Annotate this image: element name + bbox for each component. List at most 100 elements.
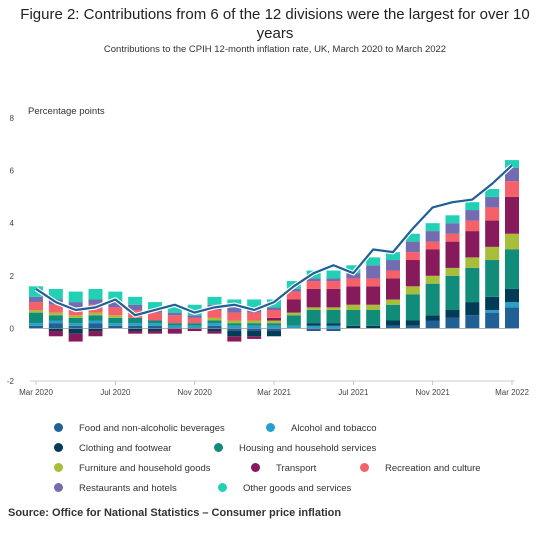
bar-segment [88,288,103,300]
legend-item-furniture[interactable]: Furniture and household goods [54,463,211,474]
bar-segment [29,325,43,329]
legend-swatch-other [218,483,227,492]
bar-segment [267,307,281,310]
bar-segment [29,312,43,324]
bar-segment [48,323,63,329]
legend-item-clothing[interactable]: Clothing and footwear [54,443,171,454]
bar-segment [29,296,43,303]
legend-swatch-alcohol [266,423,275,432]
legend-swatch-transport [251,463,260,472]
bar-segment [247,299,262,308]
x-tick-label: Nov 2020 [178,388,213,397]
bar-segment [386,299,400,305]
bar-segment [207,325,222,329]
bar-segment [48,315,63,321]
y-tick-label: -2 [7,377,15,386]
legend-item-transport[interactable]: Transport [251,463,316,474]
bar-segment [505,181,519,197]
bar-segment [306,328,321,332]
bar-segment [505,233,519,250]
bar-segment [267,320,281,324]
bar-segment [167,312,182,316]
bar-segment [465,302,480,316]
bar-segment [267,323,281,326]
bar-segment [445,275,460,310]
bar-segment [386,270,400,279]
chart-subtitle: Contributions to the CPIH 12-month infla… [103,44,447,55]
bar-segment [326,307,341,310]
legend-item-housing[interactable]: Housing and household services [214,443,376,454]
bar-segment [207,323,222,326]
bar-segment [148,325,162,329]
bar-segment [167,315,182,324]
bar-segment [88,328,103,332]
bar-segment [29,309,43,313]
bar-segment [465,202,480,211]
total-line-halo [34,163,514,318]
bar-segment [425,283,440,316]
bar-segment [326,328,341,332]
bar-segment [68,315,83,318]
bar-segment [227,312,242,321]
bar-segment [148,323,162,326]
y-tick-label: 6 [10,167,15,176]
bar-segment [405,260,420,287]
bar-segment [68,291,83,303]
legend-item-restaurants[interactable]: Restaurants and hotels [54,483,177,494]
bar-segment [346,309,361,326]
bar-segment [108,307,123,316]
bar-segment [425,223,440,232]
bar-segment [29,302,43,310]
bar-segment [386,304,400,321]
bar-segment [207,317,222,321]
bar-segment [48,320,63,324]
legend-swatch-housing [214,443,223,452]
bar-segment [445,223,460,234]
bar-segment [128,317,143,324]
legend-swatch-recreation [360,463,369,472]
bar-segment [88,320,103,324]
bar-segment [405,286,420,295]
bar-segment [207,296,222,305]
bar-segment [465,315,480,329]
bar-segment [326,288,341,308]
bar-segment [207,320,222,324]
total-line [35,164,513,317]
legend-item-food[interactable]: Food and non-alcoholic beverages [54,423,225,434]
bar-segment [326,278,341,282]
bar-segment [386,252,400,261]
bar-segment [405,241,420,253]
bar-segment [227,320,242,324]
bar-segment [425,249,440,276]
bar-segment [207,331,222,334]
bar-segment [68,333,83,342]
bar-segment [227,331,242,337]
bar-segment [366,286,381,305]
bar-segment [366,309,381,326]
y-axis-label: Percentage points [28,106,105,117]
bar-segment [445,317,460,329]
bar-segment [88,323,103,329]
bar-segment [128,331,143,334]
bar-segment [445,241,460,268]
bar-segment [128,323,143,326]
bar-segment [505,196,519,234]
bar-segment [187,317,202,324]
bar-segment [346,273,361,279]
bar-segment [465,257,480,268]
legend-item-recreation[interactable]: Recreation and culture [360,463,481,474]
bar-segment [286,312,301,316]
bar-segment [227,328,242,332]
bar-segment [505,249,519,289]
bar-segment [48,304,63,313]
bar-segment [286,325,301,329]
bar-segment [306,323,321,326]
legend-item-alcohol[interactable]: Alcohol and tobacco [266,423,377,434]
bar-segment [405,325,420,329]
bar-segment [465,220,480,232]
bar-segment [485,296,500,310]
legend-item-other[interactable]: Other goods and services [218,483,351,494]
bar-segment [465,231,480,258]
bar-segment [306,278,321,282]
bar-segment [485,220,500,247]
